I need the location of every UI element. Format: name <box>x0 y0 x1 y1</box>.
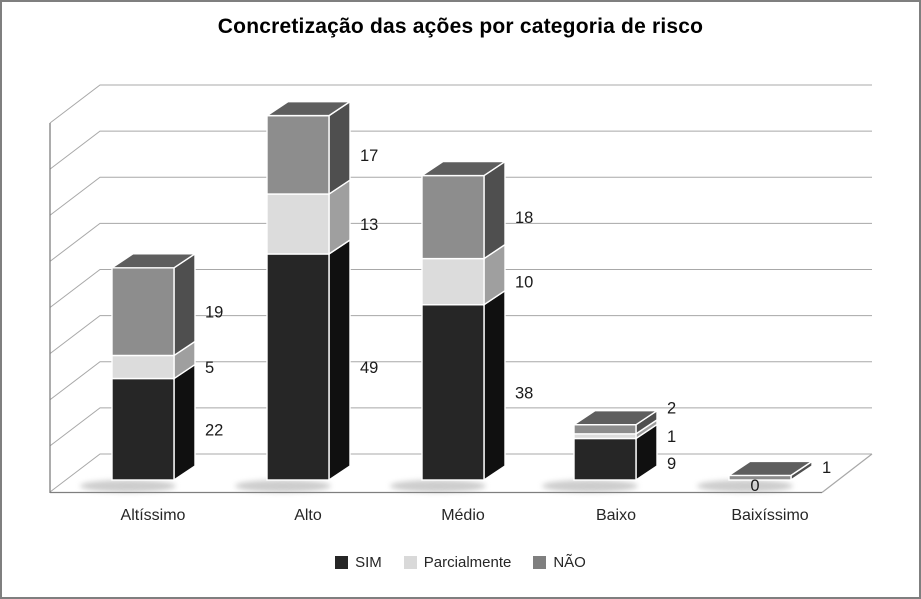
data-label: 5 <box>205 359 214 377</box>
data-label: 38 <box>515 384 533 402</box>
data-label: 2 <box>667 399 676 417</box>
data-label: 22 <box>205 421 223 439</box>
x-axis-label-baixissimo: Baixíssimo <box>731 507 809 524</box>
data-label: 1 <box>667 428 676 446</box>
legend-swatch-parcialmente-icon <box>403 556 417 569</box>
data-label: 17 <box>360 147 378 165</box>
legend-swatch-sim-icon <box>335 556 349 569</box>
chart-title: Concretização das ações por categoria de… <box>217 15 704 38</box>
data-label: 13 <box>360 216 378 234</box>
data-label: 10 <box>515 274 533 292</box>
data-label: 0 <box>750 477 759 495</box>
legend-item-nao: NÃO <box>533 554 586 571</box>
data-label: 1 <box>822 459 831 477</box>
data-label: 19 <box>205 304 223 322</box>
x-axis-label-alto: Alto <box>294 507 322 524</box>
legend-label-parcialmente: Parcialmente <box>423 554 512 571</box>
x-axis-label-altissimo: Altíssimo <box>120 507 186 524</box>
data-label: 9 <box>667 455 676 473</box>
data-label: 49 <box>360 359 378 377</box>
data-label: 18 <box>515 209 533 227</box>
legend-swatch-nao-icon <box>533 556 547 569</box>
x-axis-label-baixo: Baixo <box>595 507 637 524</box>
legend-label-sim: SIM <box>355 554 382 571</box>
legend-label-nao: NÃO <box>553 554 586 571</box>
legend-item-parcialmente: Parcialmente <box>403 554 512 571</box>
legend: SIM Parcialmente NÃO <box>2 554 919 571</box>
x-axis-label-medio: Médio <box>441 507 485 524</box>
legend-item-sim: SIM <box>335 554 382 571</box>
